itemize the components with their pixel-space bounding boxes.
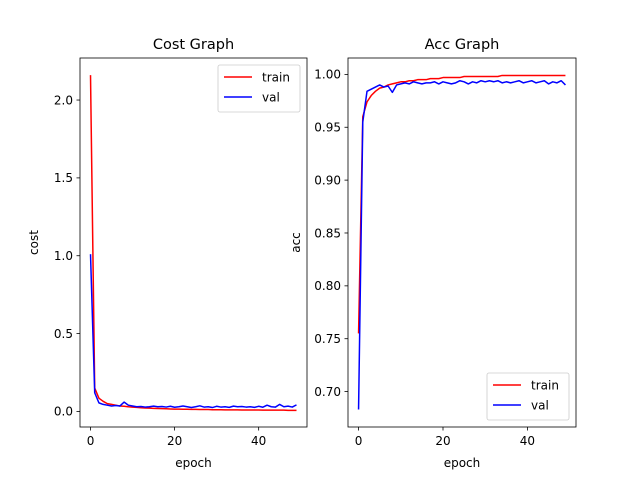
chart-1-xtick-label: 20: [167, 434, 182, 448]
chart-1-legend-label-val: val: [262, 90, 280, 104]
chart-1-xtick-label: 0: [87, 434, 95, 448]
chart-1-xtick-label: 40: [251, 434, 266, 448]
chart-1-legend-label-train: train: [262, 70, 290, 84]
chart-2-legend: train val: [486, 372, 570, 421]
chart-2: 0 20 40 0.70 0.75 0.80 0.85 0.90 0.95 1.00 Acc Gra…: [289, 37, 577, 470]
chart-2-x-axis-label: epoch: [444, 456, 481, 470]
chart-1-x-axis-label: epoch: [175, 456, 212, 470]
chart-1-title: Cost Graph: [153, 37, 234, 53]
chart-2-ytick-label: 0.85: [314, 226, 341, 240]
chart-2-ytick-label: 0.75: [314, 332, 341, 346]
chart-1-y-axis-label: cost: [27, 230, 41, 255]
chart-1: 0 20 40 0.0 0.5 1.0 1.5 2.0 Cost Graph epoch cost t…: [27, 37, 308, 470]
chart-2-legend-label-train: train: [531, 378, 559, 392]
chart-2-xtick-label: 20: [435, 434, 450, 448]
chart-2-title: Acc Graph: [425, 37, 500, 53]
chart-1-axes-frame: [79, 57, 308, 428]
chart-2-legend-label-val: val: [531, 398, 549, 412]
chart-1-legend: train val: [217, 64, 301, 113]
chart-1-ytick-label: 0.5: [54, 327, 73, 341]
chart-2-xtick-label: 40: [520, 434, 535, 448]
chart-1-series-val-line: [89, 254, 297, 409]
chart-1-ytick-label: 1.5: [54, 171, 73, 185]
chart-2-axes-frame: [347, 57, 577, 428]
chart-2-ytick-label: 1.00: [314, 68, 341, 82]
chart-2-xtick-label: 0: [355, 434, 363, 448]
chart-2-y-axis-label: acc: [289, 232, 303, 253]
chart-2-series-val-line: [357, 79, 566, 410]
chart-2-ytick-label: 0.95: [314, 121, 341, 135]
chart-1-ytick-label: 0.0: [54, 405, 73, 419]
chart-2-ytick-label: 0.90: [314, 173, 341, 187]
chart-2-ytick-label: 0.70: [314, 385, 341, 399]
chart-1-series-train-line: [89, 75, 297, 412]
chart-1-ytick-label: 1.0: [54, 249, 73, 263]
chart-2-series-train-line: [357, 74, 566, 334]
chart-2-ytick-label: 0.80: [314, 279, 341, 293]
chart-1-ytick-label: 2.0: [54, 93, 73, 107]
